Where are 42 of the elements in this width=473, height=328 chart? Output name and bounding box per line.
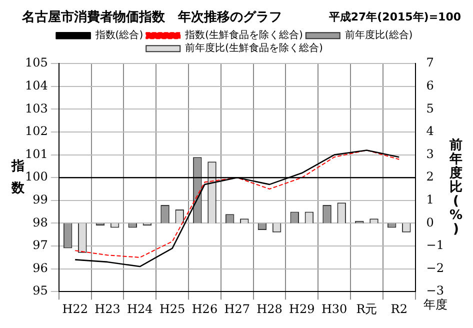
- y-tick-label: 104: [25, 78, 48, 93]
- legend-label: 指数(生鮮食品を除く総合): [184, 29, 303, 42]
- y2-tick-label: 4: [426, 124, 434, 138]
- x-tick-label: H25: [159, 302, 186, 316]
- x-tick-label: H23: [94, 302, 120, 316]
- y2-tick-label: 7: [426, 56, 434, 70]
- y2-tick-label: 1: [426, 192, 434, 207]
- legend-label: 前年度比(生鮮食品を除く総合): [185, 42, 323, 54]
- x-tick-label: H24: [127, 302, 154, 316]
- y-tick-label: 101: [25, 146, 48, 161]
- legend-label: 前年度比(総合): [344, 29, 413, 42]
- y-tick-label: 98: [32, 215, 48, 230]
- chart-title: 名古屋市消費者物価指数 年次推移のグラフ: [21, 9, 282, 26]
- x-tick-label: H26: [192, 302, 218, 316]
- x-axis-title: 年度: [423, 298, 448, 312]
- x-tick-label: H30: [321, 302, 348, 316]
- x-tick-label: H28: [256, 302, 282, 316]
- y-tick-label: 99: [32, 192, 48, 207]
- y-tick-label: 100: [25, 170, 48, 184]
- y-tick-label: 96: [32, 260, 48, 275]
- y-tick-label: 95: [32, 284, 48, 298]
- y2-tick-label: −3: [426, 284, 444, 298]
- y-tick-label: 102: [25, 124, 48, 138]
- x-tick-label: R2: [390, 302, 408, 316]
- y2-tick-label: 0: [426, 215, 434, 230]
- legend-label: 指数(総合): [94, 29, 144, 42]
- y2-tick-label: 5: [426, 101, 434, 116]
- y2-tick-label: −2: [426, 260, 444, 275]
- y-tick-label: 105: [25, 56, 48, 70]
- x-tick-label: H22: [62, 302, 88, 316]
- y2-tick-label: 3: [426, 146, 434, 161]
- y-tick-label: 97: [32, 238, 48, 252]
- y2-tick-label: −1: [426, 238, 444, 252]
- y2-axis-title: 前年度比(%): [448, 138, 463, 237]
- x-tick-label: H29: [289, 302, 315, 316]
- x-tick-label: H27: [224, 302, 250, 316]
- y-tick-label: 103: [25, 101, 48, 116]
- text: 平成27年(2015年)=100: [328, 10, 462, 24]
- y-axis-title: 指数: [10, 158, 26, 196]
- y2-tick-label: 6: [426, 78, 434, 93]
- x-tick-label: R元: [356, 302, 378, 316]
- y2-tick-label: 2: [426, 170, 434, 184]
